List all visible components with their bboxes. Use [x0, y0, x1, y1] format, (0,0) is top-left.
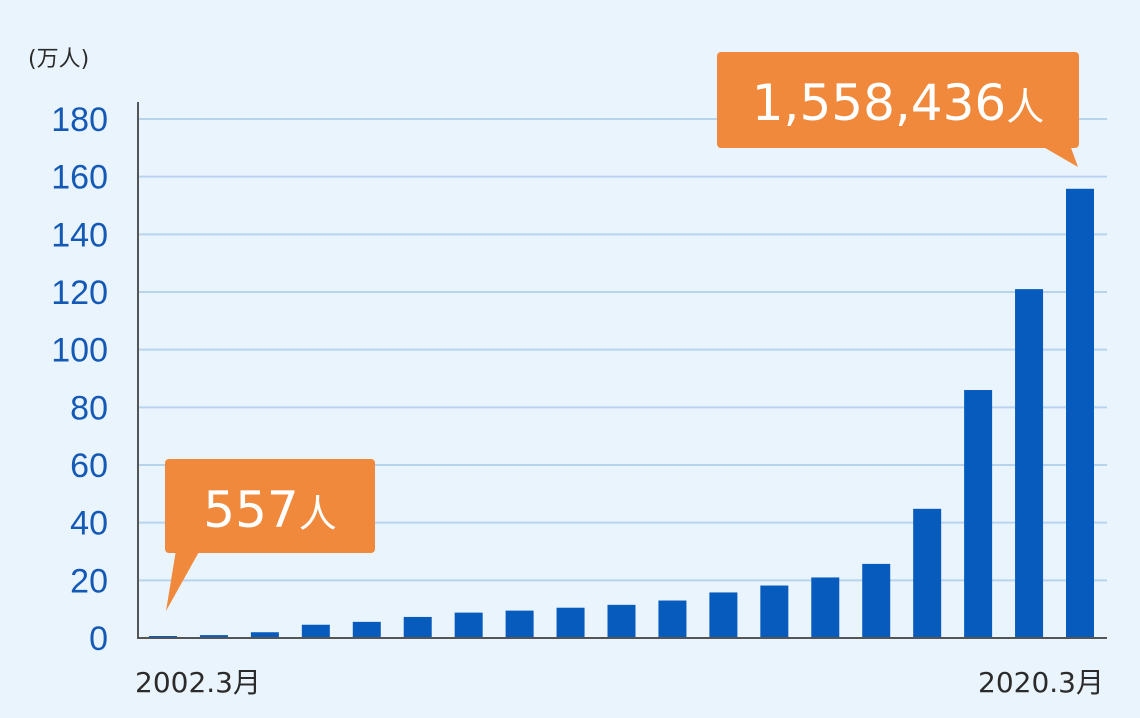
bar: [862, 563, 891, 638]
callout-box: [165, 459, 375, 553]
x-tick-label: 2002.3月: [135, 666, 261, 699]
bar: [964, 390, 993, 638]
y-axis-unit-label: (万人): [28, 47, 89, 72]
bar: [556, 607, 585, 638]
bar: [1015, 289, 1044, 638]
y-tick-label: 40: [70, 505, 108, 543]
bar: [709, 592, 738, 638]
bar: [760, 585, 789, 638]
y-tick-label: 80: [70, 389, 108, 427]
x-tick-label: 2020.3月: [978, 666, 1104, 699]
callout-label: 557人: [203, 481, 336, 539]
bar: [913, 508, 942, 638]
callout-box: [717, 52, 1079, 148]
bar: [250, 632, 279, 638]
bar: [505, 610, 534, 638]
bar: [403, 616, 432, 638]
bar: [352, 621, 381, 638]
bar: [454, 612, 483, 638]
bar: [1066, 188, 1094, 638]
bar: [607, 604, 636, 638]
callout-pointer: [1040, 145, 1078, 167]
bar: [811, 577, 840, 638]
y-tick-label: 140: [51, 216, 108, 254]
y-tick-label: 120: [51, 274, 108, 312]
bar: [301, 624, 330, 638]
y-tick-label: 100: [51, 332, 108, 370]
bar: [199, 635, 228, 638]
callout-pointer: [166, 550, 200, 611]
y-tick-label: 0: [89, 620, 108, 658]
callout-label: 1,558,436人: [752, 74, 1044, 132]
y-tick-label: 180: [51, 101, 108, 139]
y-tick-label: 60: [70, 447, 108, 485]
y-tick-label: 160: [51, 159, 108, 197]
bar: [658, 600, 687, 638]
y-axis-ticks: 0 20 40 60 80 100 120 140 160 180: [51, 101, 108, 658]
y-tick-label: 20: [70, 562, 108, 600]
callouts: 557人 1,558,436人: [165, 52, 1079, 611]
bars: [149, 188, 1094, 638]
x-axis-labels: 2002.3月 2020.3月: [135, 666, 1104, 699]
callout: 557人: [165, 459, 375, 611]
callout: 1,558,436人: [717, 52, 1079, 167]
